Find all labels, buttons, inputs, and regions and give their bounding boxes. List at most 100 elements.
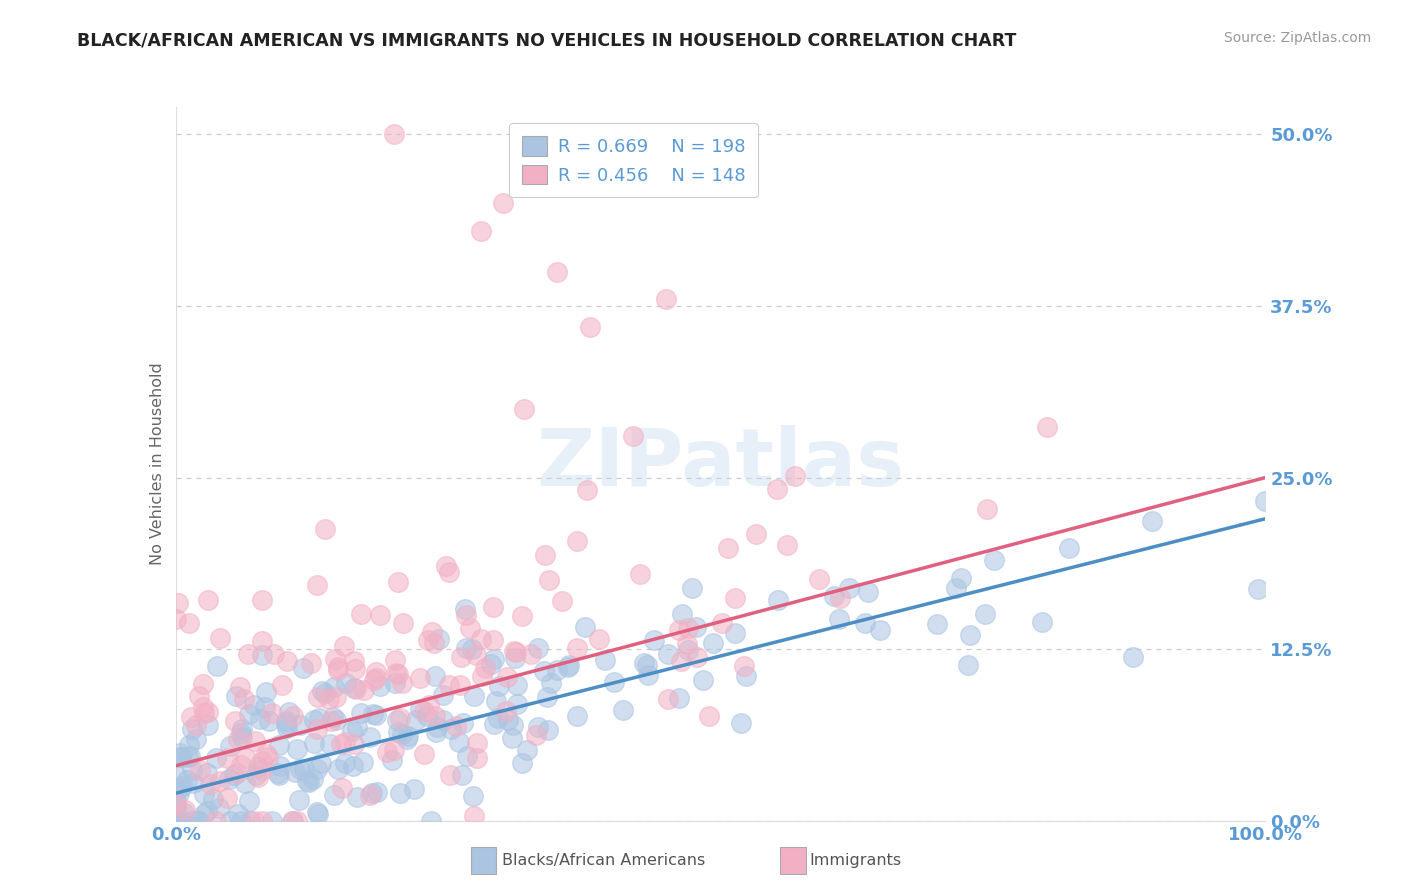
Text: Blacks/African Americans: Blacks/African Americans [502, 854, 706, 868]
Point [167, 814, 190, 828]
Point [425, 725, 447, 739]
Point [292, 763, 315, 777]
Point [276, 722, 298, 736]
Point [218, 772, 240, 786]
Point [308, 711, 330, 725]
Point [187, 814, 209, 828]
Point [309, 756, 332, 771]
Point [463, 689, 485, 703]
Point [828, 612, 851, 626]
Point [198, 777, 221, 791]
Point [983, 553, 1005, 567]
Point [326, 660, 349, 674]
Point [170, 750, 193, 764]
Point [366, 785, 388, 799]
Point [588, 632, 610, 647]
Text: Immigrants: Immigrants [810, 854, 903, 868]
Point [730, 716, 752, 731]
Point [503, 644, 526, 658]
Point [343, 654, 366, 668]
Point [188, 690, 211, 704]
Point [193, 787, 215, 801]
Point [181, 814, 204, 828]
Point [352, 755, 374, 769]
Point [734, 669, 756, 683]
Point [350, 607, 373, 621]
Point [191, 677, 214, 691]
Point [288, 718, 311, 732]
Point [201, 791, 224, 805]
Point [387, 725, 409, 739]
Point [263, 647, 285, 661]
Point [437, 565, 460, 579]
Point [205, 750, 228, 764]
Point [405, 713, 427, 727]
Point [603, 675, 626, 690]
Point [285, 742, 308, 756]
Point [460, 642, 482, 657]
Point [440, 722, 463, 736]
Point [346, 790, 368, 805]
Point [456, 607, 478, 622]
Point [551, 594, 574, 608]
Point [283, 708, 305, 723]
Point [384, 675, 406, 690]
Point [482, 632, 505, 647]
Point [474, 661, 496, 675]
Point [326, 762, 349, 776]
Point [270, 678, 292, 692]
Point [186, 731, 208, 746]
Point [537, 723, 560, 737]
Point [856, 584, 879, 599]
Point [512, 608, 534, 623]
Point [364, 708, 387, 723]
Point [288, 793, 311, 807]
Point [167, 812, 190, 826]
Point [485, 694, 508, 708]
Point [253, 700, 276, 714]
Point [169, 749, 191, 764]
Point [247, 760, 270, 774]
Point [1031, 615, 1053, 630]
Point [461, 789, 484, 803]
Point [828, 591, 851, 605]
Point [418, 698, 440, 712]
Point [332, 640, 354, 654]
Point [307, 762, 329, 776]
Point [505, 644, 527, 658]
Point [231, 730, 253, 744]
Point [225, 690, 247, 704]
Point [807, 572, 830, 586]
Point [167, 814, 190, 828]
Point [402, 781, 425, 796]
Point [533, 664, 555, 678]
Point [766, 592, 789, 607]
Point [416, 709, 439, 723]
Point [226, 765, 249, 780]
Point [558, 657, 581, 672]
Point [387, 666, 409, 681]
Point [177, 615, 200, 630]
Point [451, 715, 474, 730]
Point [465, 736, 488, 750]
Point [350, 706, 373, 720]
Point [1247, 582, 1270, 596]
Point [458, 621, 481, 635]
Point [305, 578, 328, 592]
Point [252, 754, 274, 768]
Point [180, 722, 202, 736]
Point [250, 648, 273, 663]
Point [949, 571, 972, 585]
Point [217, 750, 239, 764]
Point [853, 616, 876, 631]
Point [465, 750, 488, 764]
Point [197, 593, 219, 607]
Point [361, 786, 384, 800]
Point [495, 704, 517, 718]
Point [710, 616, 733, 631]
Point [484, 717, 506, 731]
Point [246, 770, 269, 784]
Point [657, 692, 679, 706]
Point [167, 597, 190, 611]
Point [637, 668, 659, 682]
